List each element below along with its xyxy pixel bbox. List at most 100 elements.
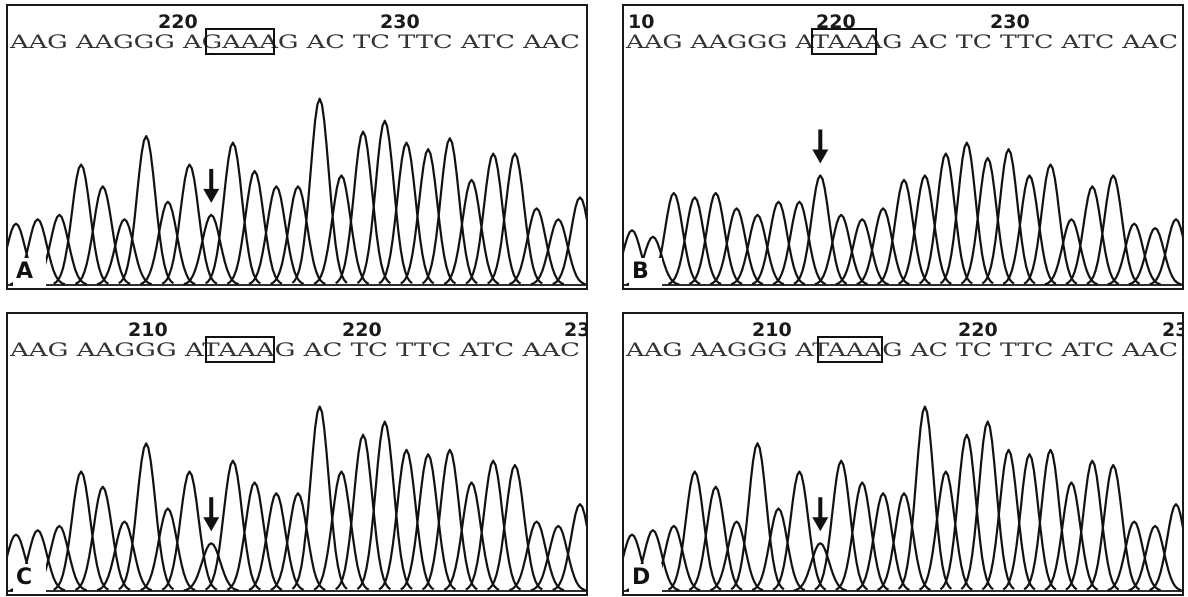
position-label: 220 (158, 11, 198, 33)
trace-peak (248, 185, 305, 285)
trace-peak (552, 196, 586, 286)
trace-peak (1128, 524, 1182, 592)
trace-peak (53, 163, 109, 285)
trace-peak (226, 481, 283, 591)
trace-peak (835, 481, 890, 591)
base-sequence: AAG AAGGG ATAAAG AC TC TTC ATC AAC (9, 339, 580, 361)
trace-peak (730, 442, 785, 591)
trace-peak (1023, 448, 1078, 591)
trace-peak (270, 492, 326, 591)
panel-letter: D (629, 564, 662, 592)
trace-peak (1065, 459, 1120, 591)
position-label: 23 (1162, 319, 1182, 341)
trace-peak (96, 520, 153, 592)
trace-peak (183, 213, 239, 286)
base-sequence: AAG AAGGG AGAAAG AC TC TTC ATC AAC (9, 31, 580, 53)
trace-peak (667, 196, 722, 286)
trace-peak (118, 135, 175, 285)
trace-peak (335, 130, 392, 285)
trace-peak (960, 420, 1015, 590)
down-arrow-icon (203, 188, 220, 203)
position-label: 230 (380, 11, 420, 33)
trace-peak (1002, 453, 1057, 591)
trace-peak (814, 459, 869, 591)
trace-peak (356, 119, 413, 285)
trace-peak (378, 141, 435, 285)
trace-peak (793, 542, 847, 592)
trace-peak (161, 470, 218, 591)
trace-peak (226, 170, 283, 285)
base-sequence: AAG AAGGG ATAAAG AC TC TTC ATC AAC (625, 339, 1178, 361)
trace-peak (772, 200, 827, 286)
trace-peak (508, 520, 565, 592)
position-label: 210 (752, 319, 792, 341)
trace-peak (835, 218, 889, 286)
trace-peak (1065, 185, 1120, 285)
trace-peak (772, 470, 827, 591)
chromatogram-b-svg: 10 220 230 AAG AAGGG ATAAAG AC TC TTC AT… (624, 11, 1182, 286)
trace-peak (877, 492, 931, 591)
codon-box (205, 28, 275, 55)
trace-peak (730, 213, 785, 286)
trace-peak (486, 152, 543, 285)
trace-peak (96, 218, 153, 286)
trace-peak (939, 141, 994, 285)
trace-peak (552, 503, 586, 592)
trace-peak (981, 148, 1036, 285)
trace-peak (856, 492, 910, 591)
trace-peak (814, 213, 868, 286)
chromatogram-panel-b: 10 220 230 AAG AAGGG ATAAAG AC TC TTC AT… (622, 4, 1184, 290)
trace-peak (313, 174, 370, 285)
trace-peak (334, 433, 392, 591)
trace-peak (688, 485, 743, 591)
position-label: 210 (128, 319, 168, 341)
trace-peak (939, 433, 994, 591)
chromatogram-panel-d: 210 220 23 AAG AAGGG ATAAAG AC TC TTC AT… (622, 312, 1184, 596)
trace-peak (400, 148, 457, 285)
trace-peak (356, 420, 413, 590)
trace-peak (204, 459, 261, 591)
trace-peak (291, 97, 348, 284)
trace-peak (1107, 222, 1161, 286)
down-arrow-icon (812, 517, 829, 532)
trace-peak (877, 178, 931, 285)
panel-letter: C (13, 564, 46, 592)
trace-peak (1044, 481, 1099, 591)
panel-letter: A (13, 258, 46, 286)
trace-peak (118, 442, 175, 591)
chromatogram-a-svg: 220 230 AAG AAGGG AGAAAG AC TC TTC ATC A… (8, 11, 586, 286)
trace-peak (161, 163, 218, 285)
down-arrow-icon (812, 149, 829, 164)
trace-peak (400, 453, 457, 591)
codon-box (811, 28, 877, 55)
trace-peak (313, 470, 370, 591)
trace-peak (140, 507, 196, 592)
codon-box (205, 336, 275, 363)
trace-peak (709, 520, 764, 592)
panel-letter: B (629, 258, 662, 286)
trace-peak (465, 459, 522, 591)
trace-peak (421, 448, 478, 591)
base-sequence: AAG AAGGG ATAAAG AC TC TTC ATC AAC (625, 31, 1178, 53)
chromatogram-panel-a: 220 230 AAG AAGGG AGAAAG AC TC TTC ATC A… (6, 4, 588, 290)
trace-peak (421, 137, 478, 285)
trace-peak (981, 448, 1036, 591)
trace-peak (530, 524, 586, 592)
trace-peak (248, 492, 305, 591)
trace-peak (140, 200, 196, 286)
trace-peak (960, 156, 1015, 285)
codon-box (817, 336, 883, 363)
trace-peak (709, 207, 764, 286)
position-label: 220 (342, 319, 382, 341)
position-label: 10 (628, 11, 654, 33)
trace-peak (1149, 503, 1182, 592)
trace-peak (270, 185, 326, 285)
trace-peak (1128, 227, 1182, 286)
trace-peak (183, 542, 239, 592)
trace-peak (443, 178, 500, 285)
trace-peak (751, 507, 806, 592)
trace-peak (508, 207, 565, 286)
chromatogram-d-svg: 210 220 23 AAG AAGGG ATAAAG AC TC TTC AT… (624, 319, 1182, 592)
position-label: 220 (958, 319, 998, 341)
trace-peak (53, 470, 109, 591)
